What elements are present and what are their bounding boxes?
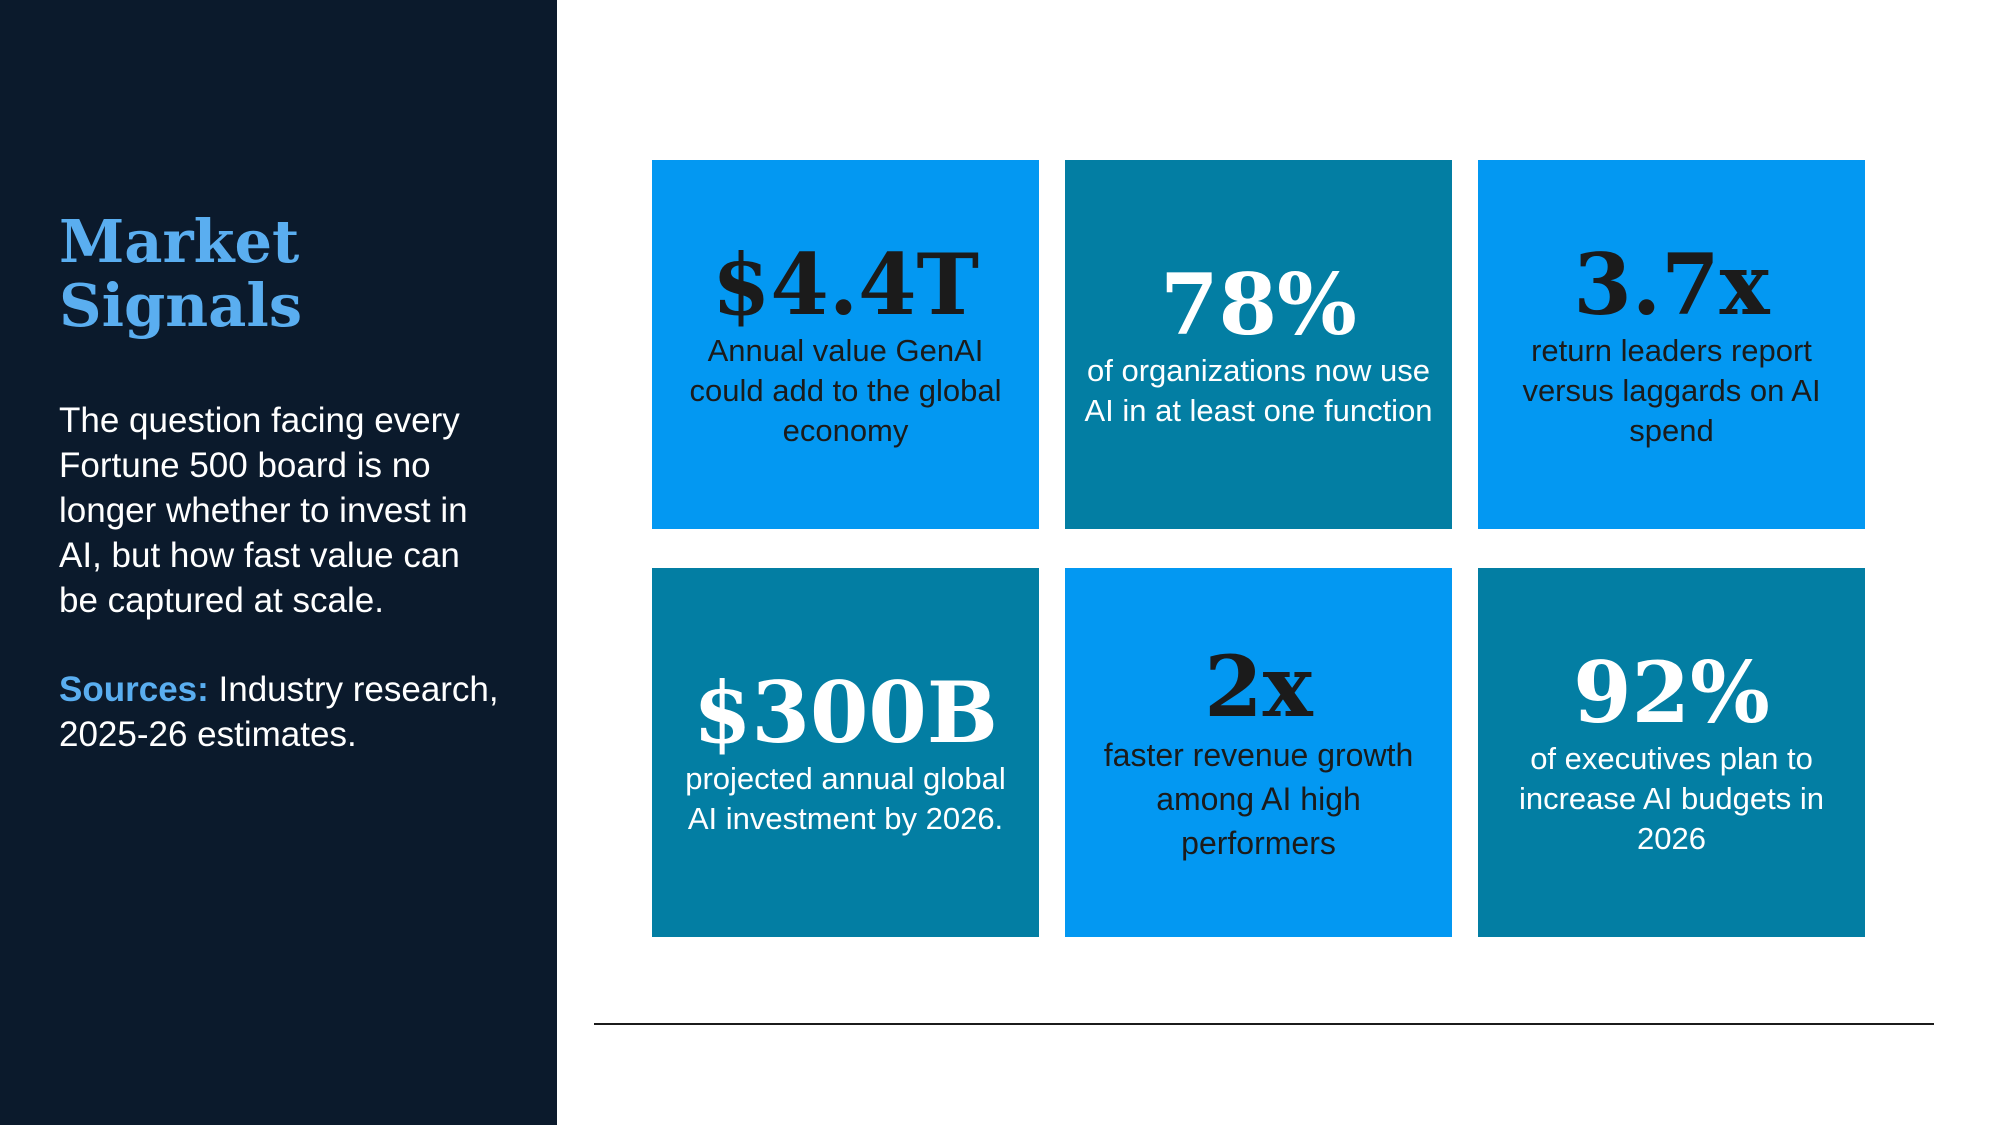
stat-card-ai-adoption: 78% of organizations now use AI in at le… (1065, 160, 1452, 529)
page-title: Market Signals (59, 210, 519, 338)
stat-card-ai-investment: $300B projected annual global AI investm… (652, 568, 1039, 937)
stat-card-genai-value: $4.4T Annual value GenAI could add to th… (652, 160, 1039, 529)
stat-value: $4.4T (711, 234, 980, 334)
stat-caption: faster revenue growth among AI high perf… (1103, 736, 1414, 861)
stat-caption: Annual value GenAI could add to the glob… (689, 332, 1002, 448)
stat-card-leader-return: 3.7x return leaders report versus laggar… (1478, 160, 1865, 529)
stat-value: 3.7x (1573, 234, 1770, 334)
title-line-1: Market (59, 207, 300, 276)
sources-text: Industry research, 2025-26 estimates. (59, 670, 499, 754)
stat-card-revenue-growth: 2x faster revenue growth among AI high p… (1065, 568, 1452, 937)
stat-value: 2x (1204, 636, 1313, 736)
stat-card-budget-plans: 92% of executives plan to increase AI bu… (1478, 568, 1865, 937)
stat-value: 92% (1573, 642, 1770, 742)
stat-caption: projected annual global AI investment by… (685, 760, 1006, 836)
stat-caption: return leaders report versus laggards on… (1522, 332, 1821, 448)
stat-caption: of executives plan to increase AI budget… (1518, 740, 1825, 856)
stat-value: 78% (1160, 254, 1357, 354)
sidebar-panel: Market Signals The question facing every… (0, 0, 557, 1125)
intro-text: The question facing every Fortune 500 bo… (59, 401, 468, 620)
sources-note: Sources: Industry research, 2025-26 esti… (59, 667, 499, 757)
title-line-2: Signals (59, 271, 303, 340)
sources-label: Sources: (59, 670, 209, 709)
divider-line (594, 1023, 1934, 1025)
stat-caption: of organizations now use AI in at least … (1084, 352, 1433, 428)
stat-value: $300B (693, 662, 998, 762)
